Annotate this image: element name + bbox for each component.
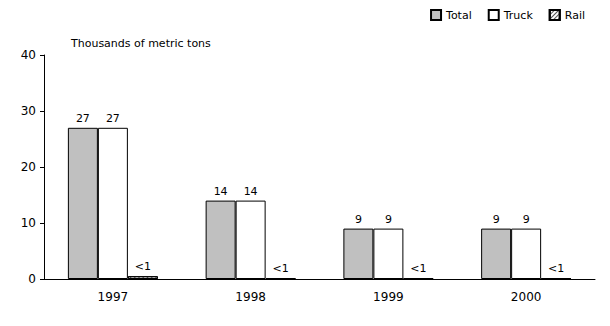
- svg-text:9: 9: [493, 213, 500, 226]
- svg-text:Rail: Rail: [565, 9, 585, 22]
- svg-text:9: 9: [385, 213, 392, 226]
- svg-text:0: 0: [28, 272, 36, 286]
- svg-text:27: 27: [76, 112, 90, 125]
- svg-text:9: 9: [355, 213, 362, 226]
- svg-text:Total: Total: [445, 9, 472, 22]
- svg-text:<1: <1: [135, 260, 151, 273]
- svg-text:14: 14: [214, 185, 228, 198]
- svg-text:Truck: Truck: [503, 9, 534, 22]
- svg-text:2000: 2000: [511, 290, 542, 304]
- svg-text:27: 27: [106, 112, 120, 125]
- svg-text:9: 9: [523, 213, 530, 226]
- svg-text:<1: <1: [273, 262, 289, 275]
- svg-text:1997: 1997: [98, 290, 129, 304]
- svg-text:1999: 1999: [373, 290, 404, 304]
- svg-text:10: 10: [21, 216, 36, 230]
- svg-text:30: 30: [21, 104, 36, 118]
- svg-text:40: 40: [21, 48, 36, 62]
- svg-text:1998: 1998: [235, 290, 266, 304]
- svg-text:Thousands of metric tons: Thousands of metric tons: [70, 37, 211, 50]
- svg-text:20: 20: [21, 160, 36, 174]
- svg-text:<1: <1: [548, 262, 564, 275]
- svg-text:14: 14: [244, 185, 258, 198]
- svg-text:<1: <1: [410, 262, 426, 275]
